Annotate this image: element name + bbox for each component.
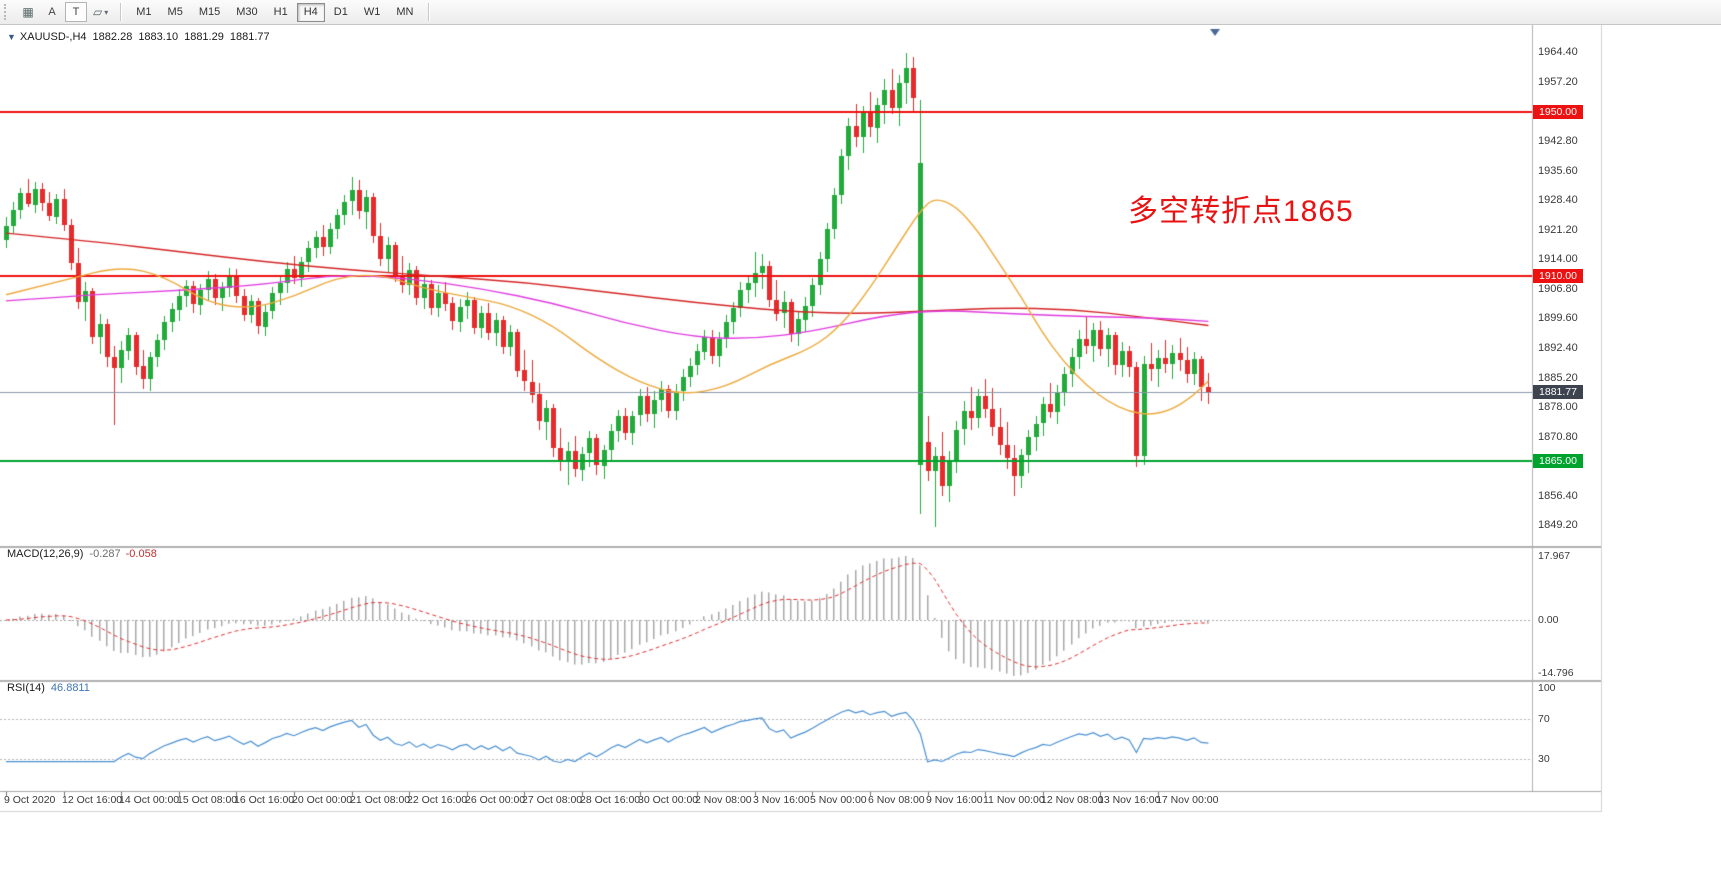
shapes-icon: ▱ — [93, 5, 103, 19]
timeframe-button-m15[interactable]: M15 — [192, 3, 227, 22]
cursor-tool-button[interactable]: ▦ — [17, 2, 39, 22]
text-tool-button[interactable]: T — [65, 2, 87, 22]
timeframe-button-m5[interactable]: M5 — [161, 3, 190, 22]
timeframe-button-h4[interactable]: H4 — [296, 2, 325, 22]
toolbar-separator — [120, 3, 122, 21]
timeframe-button-mn[interactable]: MN — [389, 3, 420, 22]
text-label-icon: A — [48, 6, 56, 18]
chart-canvas[interactable] — [0, 25, 1604, 815]
text-label-button[interactable]: A — [41, 2, 63, 22]
toolbar-grip[interactable] — [4, 4, 11, 20]
timeframe-button-h1[interactable]: H1 — [267, 3, 295, 22]
toolbar: ▦ A T ▱ ▾ M1 M5 M15 M30 H1 H4 D1 W1 MN — [0, 0, 1721, 25]
timeframe-button-m1[interactable]: M1 — [129, 3, 158, 22]
shapes-tool-button[interactable]: ▱ ▾ — [89, 2, 112, 22]
timeframe-button-d1[interactable]: D1 — [327, 3, 355, 22]
timeframe-button-w1[interactable]: W1 — [357, 3, 388, 22]
timeframe-button-m30[interactable]: M30 — [229, 3, 264, 22]
text-tool-icon: T — [72, 6, 80, 18]
toolbar-separator — [428, 3, 430, 21]
chevron-down-icon: ▾ — [104, 7, 109, 17]
cursor-tool-icon: ▦ — [22, 5, 34, 19]
